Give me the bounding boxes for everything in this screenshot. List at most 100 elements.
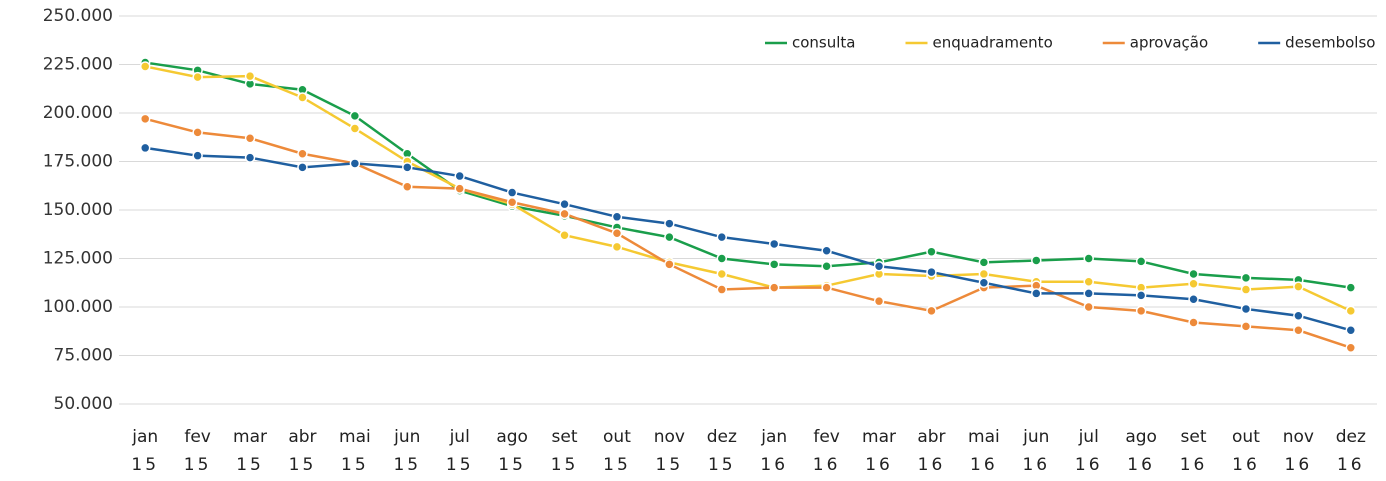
x-tick-label: dez <box>707 427 737 447</box>
legend-label: aprovação <box>1130 34 1208 52</box>
x-tick-year: 15 <box>656 455 684 475</box>
x-tick-label: fev <box>184 427 211 447</box>
x-tick-year: 16 <box>865 455 893 475</box>
data-point <box>349 110 361 122</box>
x-tick-year: 15 <box>498 455 526 475</box>
data-point <box>611 228 623 239</box>
data-point <box>716 231 728 243</box>
x-tick-label: jul <box>1078 427 1099 447</box>
x-tick-label: set <box>552 427 578 447</box>
x-tick-label: mai <box>339 427 371 447</box>
data-point <box>978 257 990 268</box>
data-point <box>611 241 623 253</box>
x-tick-label: nov <box>654 427 685 447</box>
data-point <box>926 305 937 317</box>
x-tick-label: mai <box>968 427 1000 447</box>
x-tick-year: 16 <box>1337 455 1365 475</box>
data-point <box>559 229 570 241</box>
x-tick-year: 16 <box>1180 455 1208 475</box>
data-point <box>1083 288 1094 299</box>
data-point <box>926 246 937 257</box>
x-tick-year: 16 <box>760 455 788 475</box>
x-tick-label: jun <box>393 427 420 447</box>
legend-label: enquadramento <box>933 34 1053 52</box>
x-tick-label: mar <box>233 427 267 447</box>
data-point <box>559 198 570 210</box>
data-point <box>244 152 256 163</box>
data-point <box>1083 253 1094 264</box>
data-point <box>297 92 308 103</box>
x-tick-label: jan <box>131 427 158 447</box>
data-point <box>1240 321 1252 332</box>
data-point <box>192 71 203 83</box>
x-tick-label: abr <box>288 427 316 447</box>
data-point <box>768 259 780 270</box>
data-point <box>664 218 675 229</box>
y-tick-label: 150.000 <box>43 200 113 220</box>
data-point <box>1188 278 1199 289</box>
data-point <box>926 266 937 278</box>
data-point <box>611 211 623 223</box>
data-point <box>1135 290 1147 301</box>
data-point <box>244 70 256 82</box>
data-point <box>1135 305 1147 317</box>
data-point <box>1293 281 1304 292</box>
x-tick-label: jun <box>1022 427 1049 447</box>
x-tick-year: 15 <box>393 455 421 475</box>
data-point <box>506 196 518 208</box>
legend-label: desembolso <box>1285 34 1375 52</box>
x-tick-label: out <box>603 427 631 447</box>
data-point <box>349 158 361 169</box>
y-tick-label: 225.000 <box>43 55 113 75</box>
x-tick-label: jul <box>449 427 470 447</box>
x-tick-year: 15 <box>446 455 474 475</box>
data-point <box>1083 276 1094 288</box>
x-tick-year: 15 <box>131 455 159 475</box>
x-tick-year: 15 <box>708 455 736 475</box>
x-tick-label: fev <box>813 427 840 447</box>
data-point <box>192 150 203 161</box>
data-point <box>454 170 465 182</box>
series-line <box>144 117 1352 349</box>
data-point <box>1031 255 1042 266</box>
data-point <box>1345 325 1357 336</box>
y-tick-label: 50.000 <box>54 394 113 414</box>
legend-label: consulta <box>792 34 856 52</box>
x-tick-year: 16 <box>1285 455 1313 475</box>
x-tick-year: 15 <box>341 455 369 475</box>
data-point <box>139 61 151 72</box>
y-tick-label: 200.000 <box>43 103 113 123</box>
data-point <box>873 261 885 272</box>
y-tick-label: 100.000 <box>43 297 113 317</box>
data-point <box>821 245 832 256</box>
data-point <box>1240 303 1252 315</box>
data-point <box>821 282 832 293</box>
x-tick-label: nov <box>1283 427 1314 447</box>
x-tick-year: 16 <box>1232 455 1260 475</box>
x-tick-label: mar <box>862 427 896 447</box>
x-tick-year: 16 <box>970 455 998 475</box>
data-point <box>297 148 308 159</box>
data-point <box>402 181 413 192</box>
x-tick-label: jan <box>760 427 787 447</box>
data-point <box>1345 282 1357 293</box>
series-line <box>145 146 1352 332</box>
x-tick-label: ago <box>496 427 528 447</box>
data-point <box>402 162 413 173</box>
data-point <box>873 295 885 307</box>
data-point <box>349 123 361 134</box>
data-point <box>768 238 780 250</box>
series-line <box>145 61 1351 289</box>
data-point <box>1188 293 1199 305</box>
data-point <box>1240 272 1252 284</box>
data-point <box>978 268 990 280</box>
x-tick-label: ago <box>1125 427 1157 447</box>
data-point <box>716 253 728 264</box>
data-point <box>664 259 675 270</box>
data-point <box>244 132 256 144</box>
data-point <box>1188 317 1199 328</box>
data-point <box>454 183 465 194</box>
y-tick-label: 75.000 <box>54 346 113 366</box>
data-point <box>1135 256 1147 267</box>
